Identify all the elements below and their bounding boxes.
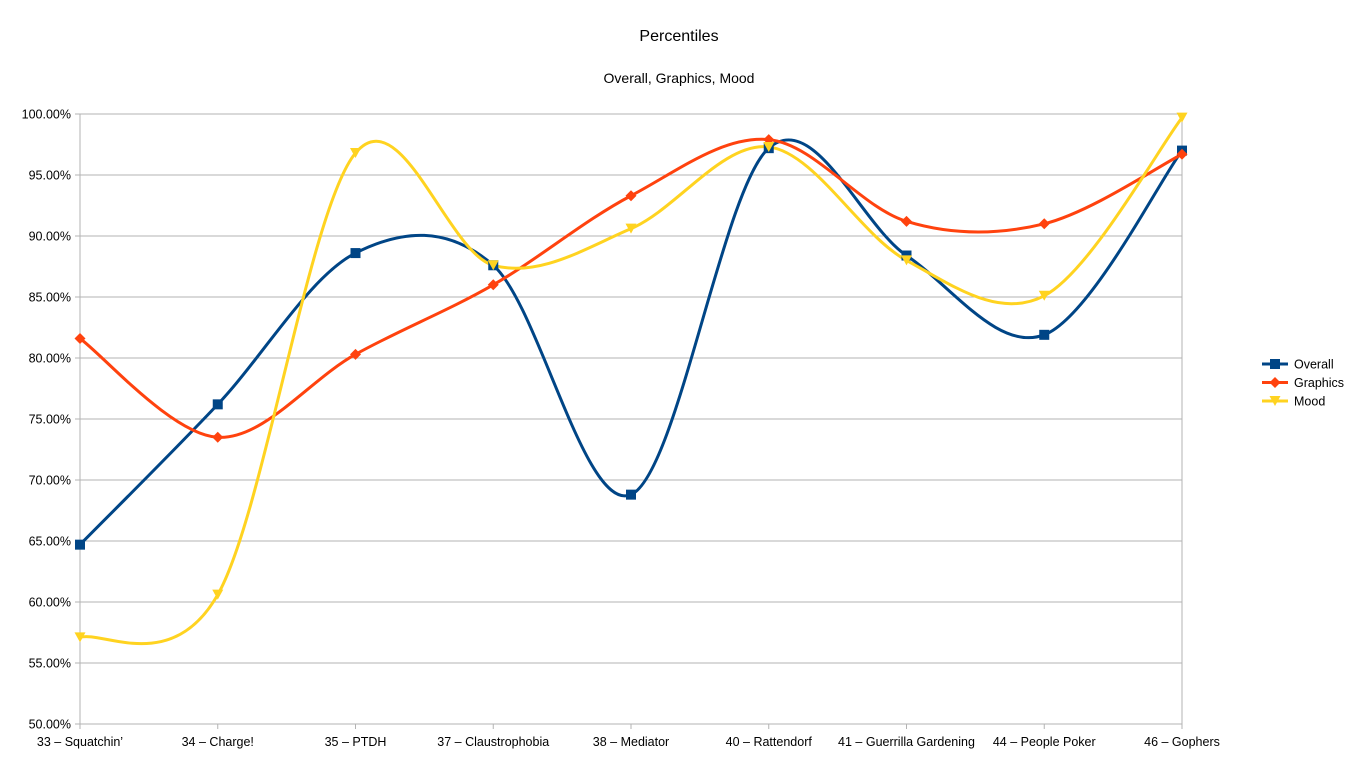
y-tick-label: 60.00% [29, 596, 71, 610]
x-tick-label: 40 – Rattendorf [726, 735, 813, 749]
x-tick-label: 46 – Gophers [1144, 735, 1220, 749]
chart-subtitle: Overall, Graphics, Mood [604, 70, 755, 86]
legend: Overall Graphics Mood [1262, 358, 1344, 409]
data-point-overall [75, 539, 85, 550]
series-markers [74, 112, 1188, 643]
data-point-mood [1038, 290, 1050, 301]
x-tick-label: 38 – Mediator [593, 735, 669, 749]
legend-marker-graphics [1269, 377, 1281, 388]
y-tick-labels: 50.00% 55.00% 60.00% 65.00% 70.00% 75.00% 80.0… [22, 108, 71, 732]
y-tick-label: 65.00% [29, 535, 71, 549]
data-point-mood [625, 223, 637, 234]
legend-label-overall: Overall [1294, 358, 1334, 372]
data-point-overall [350, 248, 361, 259]
data-point-graphics [1176, 148, 1188, 160]
y-tick-label: 80.00% [29, 352, 71, 366]
data-point-graphics [487, 279, 499, 291]
y-tick-label: 95.00% [29, 169, 71, 183]
data-point-graphics [901, 215, 912, 227]
data-point-mood [212, 589, 224, 600]
x-tick-label: 35 – PTDH [325, 735, 387, 749]
grid-lines [75, 113, 1182, 725]
y-tick-label: 50.00% [29, 718, 71, 732]
data-point-overall [1039, 329, 1050, 340]
axes [79, 114, 1183, 729]
series-line-graphics [78, 137, 1184, 439]
legend-label-graphics: Graphics [1294, 376, 1344, 390]
y-tick-label: 55.00% [29, 657, 71, 671]
data-point-mood [763, 141, 775, 152]
x-tick-label: 37 – Claustrophobia [437, 735, 549, 749]
series-line-overall [78, 138, 1184, 547]
data-point-graphics [1038, 218, 1050, 230]
data-point-mood [901, 255, 912, 266]
y-tick-label: 90.00% [29, 230, 71, 244]
data-point-graphics [212, 431, 224, 443]
data-point-graphics [625, 190, 637, 202]
data-point-graphics [350, 348, 361, 360]
y-tick-label: 100.00% [22, 108, 71, 122]
x-tick-label: 44 – People Poker [993, 735, 1096, 749]
data-point-graphics [74, 332, 86, 344]
series-line-mood [78, 116, 1184, 646]
data-point-overall [212, 399, 223, 410]
data-point-mood [1176, 112, 1188, 123]
legend-label-mood: Mood [1294, 395, 1325, 409]
legend-marker-mood [1269, 396, 1281, 406]
chart-title: Percentiles [639, 28, 718, 45]
legend-marker-overall [1270, 359, 1280, 369]
y-tick-label: 85.00% [29, 291, 71, 305]
data-point-mood [74, 632, 86, 643]
y-tick-label: 70.00% [29, 474, 71, 488]
data-point-mood [487, 260, 499, 271]
x-tick-label: 34 – Charge! [182, 735, 254, 749]
data-point-mood [350, 148, 361, 159]
y-tick-label: 75.00% [29, 413, 71, 427]
x-tick-labels: 33 – Squatchin’ 34 – Charge! 35 – PTDH 37 –… [37, 735, 1220, 749]
x-tick-label: 33 – Squatchin’ [37, 735, 123, 749]
x-tick-label: 41 – Guerrilla Gardening [838, 735, 975, 749]
data-point-overall [626, 489, 636, 500]
